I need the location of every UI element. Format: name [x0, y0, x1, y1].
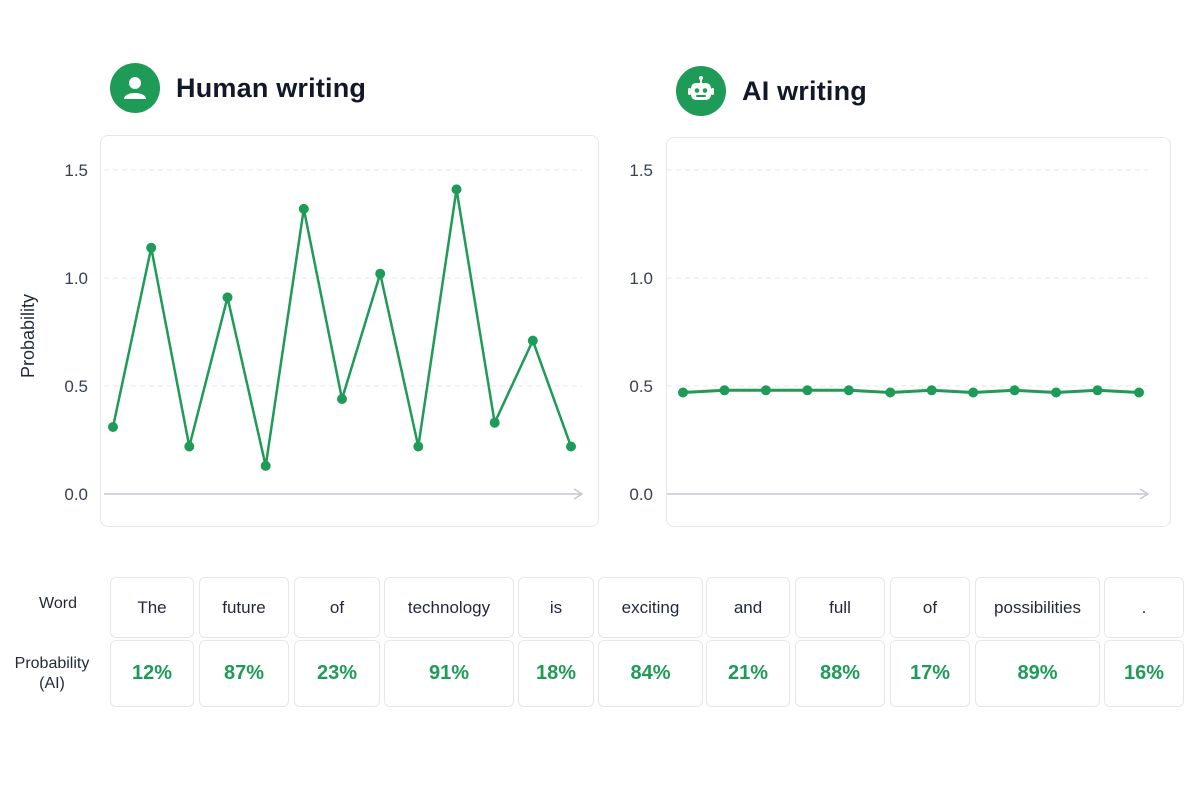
ai-data-point [802, 385, 813, 396]
probability-cell: 17% [890, 640, 970, 707]
word-cell: . [1104, 577, 1184, 638]
ai-y-tick-label: 1.5 [629, 161, 653, 180]
ai-data-point [926, 385, 937, 396]
ai-data-point [678, 387, 688, 398]
ai-data-point [719, 385, 730, 396]
probability-cell: 84% [598, 640, 703, 707]
human-writing-title: Human writing [176, 72, 367, 103]
probability-cell: 16% [1104, 640, 1184, 707]
human-y-tick-label: 0.0 [64, 485, 88, 504]
ai-y-tick-label: 1.0 [629, 269, 653, 288]
charts-canvas: 0.0 0.5 1.0 1.5 Probability 0.0 0.5 1.0 1.5 [18, 161, 1150, 504]
ai-y-tick-label: 0.5 [629, 377, 653, 396]
probability-cell: 89% [975, 640, 1100, 707]
user-icon [110, 63, 160, 113]
ai-data-point [760, 385, 771, 396]
ai-writing-title: AI writing [742, 75, 867, 106]
ai-data-point [1051, 387, 1062, 398]
word-cell: technology [384, 577, 514, 638]
word-cell: is [518, 577, 594, 638]
word-cell: of [294, 577, 380, 638]
word-cell: future [199, 577, 289, 638]
ai-data-point [1134, 387, 1144, 398]
word-cell: and [706, 577, 790, 638]
human-x-axis-arrow [573, 488, 584, 500]
human-data-point [260, 460, 271, 471]
probability-cell: 23% [294, 640, 380, 707]
ai-writing-header: AI writing [676, 66, 867, 116]
human-writing-header: Human writing [110, 63, 366, 113]
probability-cell: 88% [795, 640, 885, 707]
human-chart-frame [100, 135, 599, 527]
probability-cell: 91% [384, 640, 514, 707]
ai-data-point [1092, 385, 1103, 396]
robot-icon [676, 66, 726, 116]
human-data-point [222, 292, 233, 303]
human-data-point [184, 441, 195, 452]
human-data-point [489, 417, 500, 428]
human-y-tick-label: 0.5 [64, 377, 88, 396]
word-cell: exciting [598, 577, 703, 638]
word-cell: full [795, 577, 885, 638]
ai-chart-frame [666, 137, 1171, 527]
human-data-point [566, 441, 576, 452]
human-data-point [108, 422, 118, 432]
ai-data-point [885, 387, 896, 398]
human-data-point [146, 242, 157, 253]
ai-x-axis-arrow [1139, 488, 1150, 500]
word-cell: The [110, 577, 194, 638]
ai-series-line [682, 388, 1140, 394]
human-data-point [375, 268, 386, 279]
human-data-point [527, 335, 538, 346]
human-data-point [413, 441, 424, 452]
probability-cell: 21% [706, 640, 790, 707]
word-row-label: Word [39, 595, 77, 612]
human-series-line [111, 188, 573, 468]
probability-cell: 87% [199, 640, 289, 707]
ai-data-point [1009, 385, 1020, 396]
human-y-axis-label: Probability [18, 294, 38, 378]
human-data-point [298, 203, 309, 214]
probability-cell: 12% [110, 640, 194, 707]
word-cell: possibilities [975, 577, 1100, 638]
ai-y-tick-label: 0.0 [629, 485, 653, 504]
word-cell: of [890, 577, 970, 638]
ai-data-point [968, 387, 979, 398]
probability-row-label: Probability (AI) [14, 655, 90, 692]
human-y-tick-label: 1.0 [64, 269, 88, 288]
human-data-point [337, 394, 347, 404]
human-data-point [451, 184, 462, 195]
ai-data-point [843, 385, 854, 396]
probability-cell: 18% [518, 640, 594, 707]
human-y-tick-label: 1.5 [64, 161, 88, 180]
